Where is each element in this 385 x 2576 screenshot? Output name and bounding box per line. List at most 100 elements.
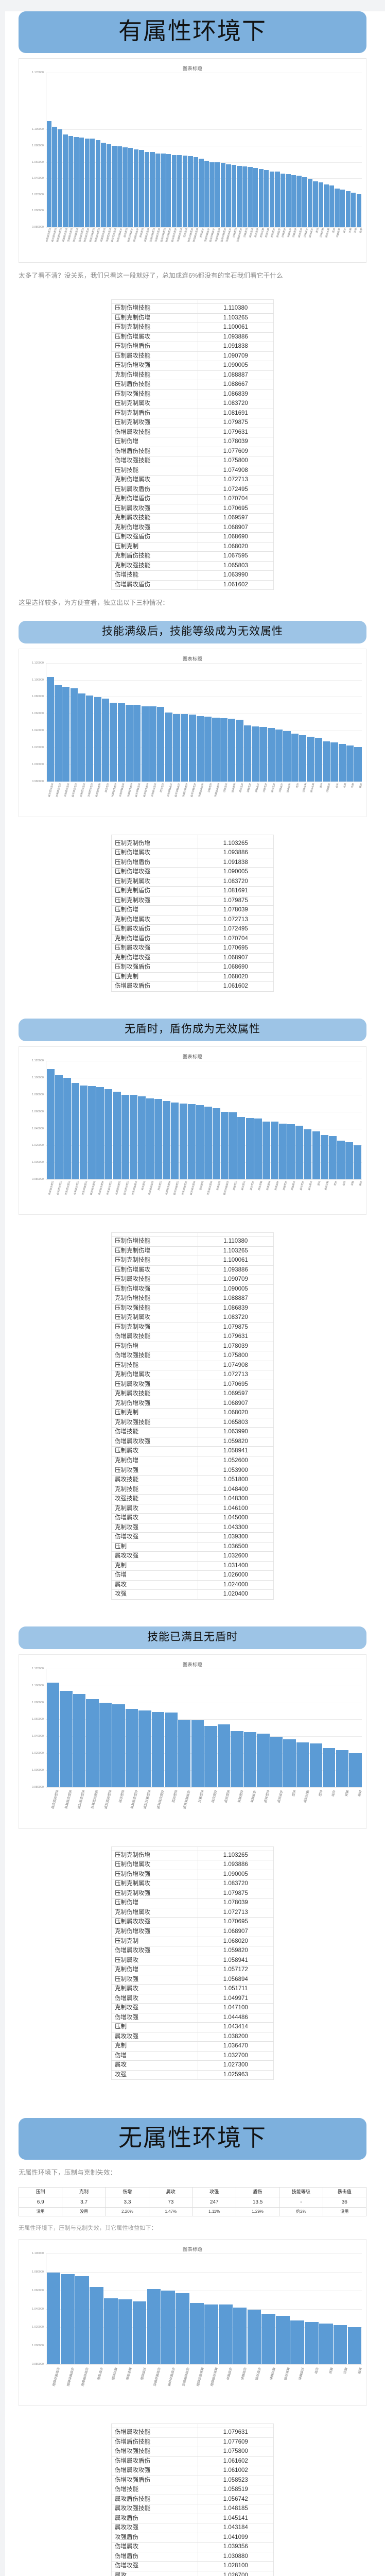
table-cell-name: 压制攻强盾伤	[111, 532, 198, 543]
table-cell-value: 1.068020	[197, 1936, 274, 1947]
y-axis-tick-label: 1.000000	[32, 209, 44, 213]
table-cell-value: 1.072495	[197, 484, 274, 495]
table-cell-name: 压制伤增攻强	[111, 1869, 198, 1880]
bar	[264, 170, 269, 227]
bar	[151, 1711, 165, 1787]
table-cell-name: 压制	[111, 1541, 198, 1552]
table-cell-value: 1.070704	[197, 494, 274, 504]
bar	[356, 194, 362, 227]
y-axis-tick-label: 1.060000	[32, 1718, 44, 1721]
bar	[248, 167, 253, 227]
bar	[351, 192, 356, 227]
table-cell-name: 克制盾伤技能	[111, 551, 198, 562]
table-cell-value: 1.079631	[197, 427, 274, 438]
table-cell-name: 伤增技能	[111, 1427, 198, 1437]
chart-card-2: 图表标题 1.120000 1.100000 1.080000 1.060000 1.0…	[19, 648, 366, 817]
bar	[171, 155, 177, 227]
chart-4-y-axis: 1.120000 1.100000 1.080000 1.060000 1.040000…	[22, 1667, 46, 1789]
table-cell-name: 克制属攻	[111, 1984, 198, 1994]
table-cell-value: 1.026000	[197, 1570, 274, 1581]
table-row: 伤增技能 1.058519	[111, 2485, 274, 2495]
table-row: 伤增盾伤 1.030880	[111, 2551, 274, 2562]
table-cell-name: 压制克制攻强	[111, 895, 198, 906]
bar	[171, 1103, 179, 1180]
table-row: 克制属攻技能 1.069597	[111, 513, 274, 523]
table-cell-name: 攻强	[111, 1589, 198, 1600]
y-axis-tick-label: 1.080000	[32, 1093, 44, 1096]
table-cell-value: 1.068690	[197, 532, 274, 543]
table-cell-name: 压制属攻盾伤	[111, 484, 198, 495]
y-axis-tick-label: 1.000000	[32, 1161, 44, 1164]
table-cell-name: 压制克制	[111, 1408, 198, 1418]
bar	[246, 1117, 254, 1180]
bar	[259, 727, 267, 782]
bar	[226, 164, 231, 227]
bar	[54, 685, 62, 782]
table-row: 伤增攻强盾伤 1.058523	[111, 2475, 274, 2486]
table-cell-name: 伤增	[111, 2050, 198, 2061]
bar	[187, 1104, 196, 1180]
table-cell-name: 压制属攻攻强	[111, 1379, 198, 1390]
table-cell-value: 1.070695	[197, 943, 274, 954]
chart-4-bars	[46, 1669, 362, 1787]
table-cell-name: 压制克制技能	[111, 323, 198, 333]
table-cell-value: 1.032700	[197, 2050, 274, 2061]
table-row: 伤增属攻技能 1.079631	[111, 1332, 274, 1342]
table-row: 伤增属攻 1.039356	[111, 2542, 274, 2552]
bar	[104, 1089, 113, 1180]
table-cell-value: 1.079631	[197, 1332, 274, 1342]
table-row: 克制伤增盾伤 1.070704	[111, 494, 274, 504]
table-row: 压制伤增技能 1.110380	[111, 1236, 274, 1247]
bar	[291, 733, 299, 782]
table-row: 压制伤增 1.078039	[111, 905, 274, 916]
y-axis-tick-label: 1.060000	[32, 712, 44, 716]
bar	[309, 1743, 322, 1787]
bar-chart-1: 1.170000 1.100000 1.080000 1.060000 1.040000…	[22, 71, 363, 229]
table-cell-name: 克制属攻	[111, 1503, 198, 1514]
bar	[220, 718, 227, 782]
table-row: 克制伤增属攻 1.072713	[111, 914, 274, 925]
table-cell-name: 克制伤增属攻	[111, 914, 198, 925]
table-cell-value: 1.077609	[197, 2437, 274, 2448]
table-row: 压制属攻盾伤 1.072495	[111, 484, 274, 495]
stat-table-cell: 3.3	[105, 2196, 150, 2208]
stat-table-cell: 1.11%	[192, 2207, 236, 2217]
table-cell-name: 伤增属攻技能	[111, 427, 198, 438]
bar	[236, 720, 243, 782]
y-axis-tick-label: 1.120000	[32, 1059, 44, 1063]
bar	[262, 1121, 270, 1180]
table-cell-value: 1.052600	[197, 1456, 274, 1466]
y-axis-tick-label: 1.080000	[32, 2270, 44, 2274]
table-row: 伤增攻强技能 1.075800	[111, 2447, 274, 2457]
section-1-note: 这里选择较多，为方便查看，独立出以下三种情况：	[19, 599, 169, 607]
table-cell-name: 伤增属攻	[111, 2542, 198, 2552]
bar	[323, 741, 330, 782]
table-row: 压制伤增 1.078039	[111, 1341, 274, 1352]
y-axis-tick-label: 1.040000	[32, 2307, 44, 2311]
table-cell-value: 1.063990	[197, 570, 274, 581]
bar	[74, 137, 79, 227]
bar	[62, 687, 70, 782]
y-axis-tick-label: 1.080000	[32, 695, 44, 699]
table-row: 攻强 1.020400	[111, 1589, 274, 1600]
table-cell-name: 伤增属攻攻强	[111, 1436, 198, 1447]
bar	[46, 1683, 59, 1787]
table-row: 压制伤增攻强 1.090005	[111, 1869, 274, 1880]
chart-card-1: 图表标题 1.170000 1.100000 1.080000 1.060000 1.0…	[19, 58, 366, 263]
table-cell-value: 1.088887	[197, 370, 274, 381]
chart-title-1: 图表标题	[182, 65, 202, 71]
bar	[165, 1713, 178, 1787]
table-row: 克制伤增技能 1.088887	[111, 370, 274, 381]
gridline	[46, 680, 362, 681]
table-cell-value: 1.026700	[197, 2570, 274, 2576]
stat-table-header-cell: 克制	[62, 2187, 106, 2197]
bar	[75, 2276, 89, 2365]
bar	[229, 1112, 237, 1180]
table-cell-value: 1.065803	[197, 1417, 274, 1428]
table-cell-name: 属攻攻强技能	[111, 2504, 198, 2514]
bar	[349, 1753, 362, 1787]
bar	[182, 155, 188, 227]
table-cell-name: 压制技能	[111, 1360, 198, 1371]
bar	[253, 168, 258, 227]
bar	[137, 1096, 146, 1180]
